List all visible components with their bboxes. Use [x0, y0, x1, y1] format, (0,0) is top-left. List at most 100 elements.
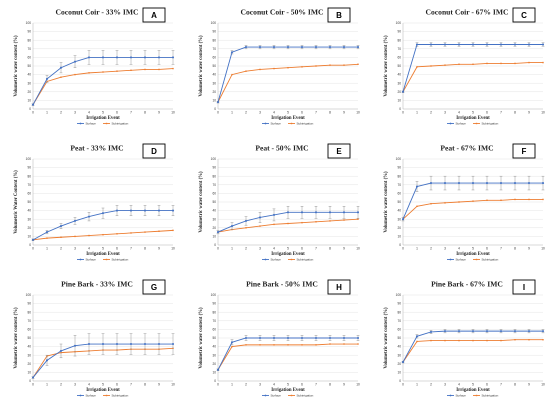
data-point-surface	[101, 342, 105, 346]
panel-letter: B	[336, 11, 342, 20]
data-point-subirrigation	[430, 65, 432, 67]
y-tick-label: 50	[397, 336, 401, 340]
y-tick-label: 30	[27, 217, 31, 221]
data-point-surface	[157, 209, 161, 212]
data-point-surface	[356, 211, 360, 214]
y-tick-label: 30	[27, 81, 31, 85]
data-point-subirrigation	[287, 67, 289, 69]
data-point-subirrigation	[245, 70, 247, 72]
y-tick-label: 60	[212, 56, 216, 60]
data-point-surface	[115, 56, 119, 59]
x-tick-label: 5	[102, 247, 104, 251]
data-point-surface	[356, 336, 360, 340]
data-point-subirrigation	[472, 63, 474, 65]
x-tick-label: 0	[217, 383, 219, 387]
x-tick-label: 2	[245, 111, 247, 115]
y-tick-label: 40	[212, 209, 216, 213]
x-tick-label: 5	[472, 383, 474, 387]
y-tick-label: 20	[27, 90, 31, 94]
y-tick-label: 70	[397, 319, 401, 323]
y-tick-label: 80	[212, 174, 216, 178]
y-tick-label: 10	[397, 235, 401, 239]
y-tick-label: 60	[212, 192, 216, 196]
x-tick-label: 6	[486, 111, 488, 115]
data-point-subirrigation	[472, 339, 474, 342]
x-tick-label: 7	[500, 247, 502, 251]
data-point-subirrigation	[144, 68, 146, 71]
data-point-surface	[45, 77, 49, 80]
x-tick-label: 10	[356, 247, 360, 251]
panel-i: Pine Bark - 67% IMC I01020304050607080901…	[384, 280, 545, 398]
x-tick-label: 4	[273, 247, 275, 251]
data-point-subirrigation	[74, 73, 76, 76]
y-tick-label: 0	[399, 107, 401, 111]
data-point-surface	[499, 43, 503, 46]
legend-label: Subirrigation	[482, 122, 499, 126]
x-tick-label: 3	[74, 111, 76, 115]
y-tick-label: 30	[397, 217, 401, 221]
x-tick-label: 1	[46, 247, 48, 251]
series-line-subirrigation	[32, 68, 174, 105]
x-tick-label: 9	[528, 383, 530, 387]
data-point-surface	[485, 43, 489, 46]
data-point-subirrigation	[231, 73, 233, 76]
data-point-surface	[59, 349, 63, 352]
x-tick-label: 6	[486, 247, 488, 251]
y-tick-label: 100	[26, 293, 32, 297]
panel-a: Coconut Coir - 33% IMC A01020304050607080…	[14, 8, 175, 126]
y-tick-label: 40	[397, 345, 401, 349]
data-point-subirrigation	[102, 71, 104, 73]
panel-h: Pine Bark - 50% IMC H01020304050607080901…	[199, 280, 360, 398]
x-tick-label: 9	[528, 247, 530, 251]
legend-label: Subirrigation	[297, 258, 314, 262]
data-point-surface	[101, 56, 105, 59]
data-point-subirrigation	[259, 344, 261, 346]
y-tick-label: 30	[397, 353, 401, 357]
data-point-surface	[314, 336, 318, 340]
data-point-subirrigation	[231, 345, 233, 348]
data-point-subirrigation	[273, 67, 275, 70]
data-point-surface	[415, 185, 419, 188]
panel-letter: A	[151, 11, 157, 20]
data-point-surface	[73, 60, 77, 63]
y-tick-label: 60	[397, 56, 401, 60]
x-tick-label: 8	[329, 383, 331, 387]
data-point-surface	[527, 182, 531, 185]
x-tick-label: 2	[430, 383, 432, 387]
panel-e: Peat - 50% IMC E 0 10 20 30 40 50 60 70 80 90 100 0 1 2…	[199, 144, 360, 262]
data-point-subirrigation	[343, 64, 345, 66]
data-point-subirrigation	[259, 225, 261, 227]
y-tick-label: 40	[27, 73, 31, 77]
x-axis-label: Irrigation Event	[456, 388, 490, 393]
legend-marker	[264, 122, 267, 125]
data-point-surface	[216, 101, 220, 104]
x-tick-label: 6	[301, 111, 303, 115]
y-tick-label: 0	[29, 243, 31, 247]
x-tick-label: 3	[259, 111, 261, 115]
legend-marker	[105, 394, 108, 397]
y-tick-label: 10	[27, 99, 31, 103]
data-point-surface	[171, 209, 175, 212]
legend-marker	[290, 122, 293, 125]
x-tick-label: 5	[287, 111, 289, 115]
data-point-subirrigation	[130, 232, 132, 234]
y-tick-label: 100	[211, 21, 217, 25]
data-point-surface	[244, 46, 248, 49]
data-point-surface	[457, 330, 461, 333]
x-tick-label: 4	[458, 111, 460, 115]
legend-label: Subirrigation	[112, 394, 129, 398]
data-point-surface	[129, 209, 133, 212]
panel-badge	[512, 143, 536, 159]
panel-badge	[512, 7, 536, 23]
data-point-subirrigation	[315, 65, 317, 67]
data-point-subirrigation	[444, 339, 446, 342]
data-point-surface	[129, 56, 133, 59]
series-line-subirrigation	[402, 339, 543, 363]
x-tick-label: 7	[315, 111, 317, 115]
data-point-subirrigation	[542, 61, 544, 64]
y-axis-label: Volumetric water content (%)	[199, 307, 204, 369]
y-tick-label: 70	[212, 47, 216, 51]
y-tick-label: 10	[212, 371, 216, 375]
x-tick-label: 3	[444, 247, 446, 251]
y-tick-label: 70	[397, 47, 401, 51]
